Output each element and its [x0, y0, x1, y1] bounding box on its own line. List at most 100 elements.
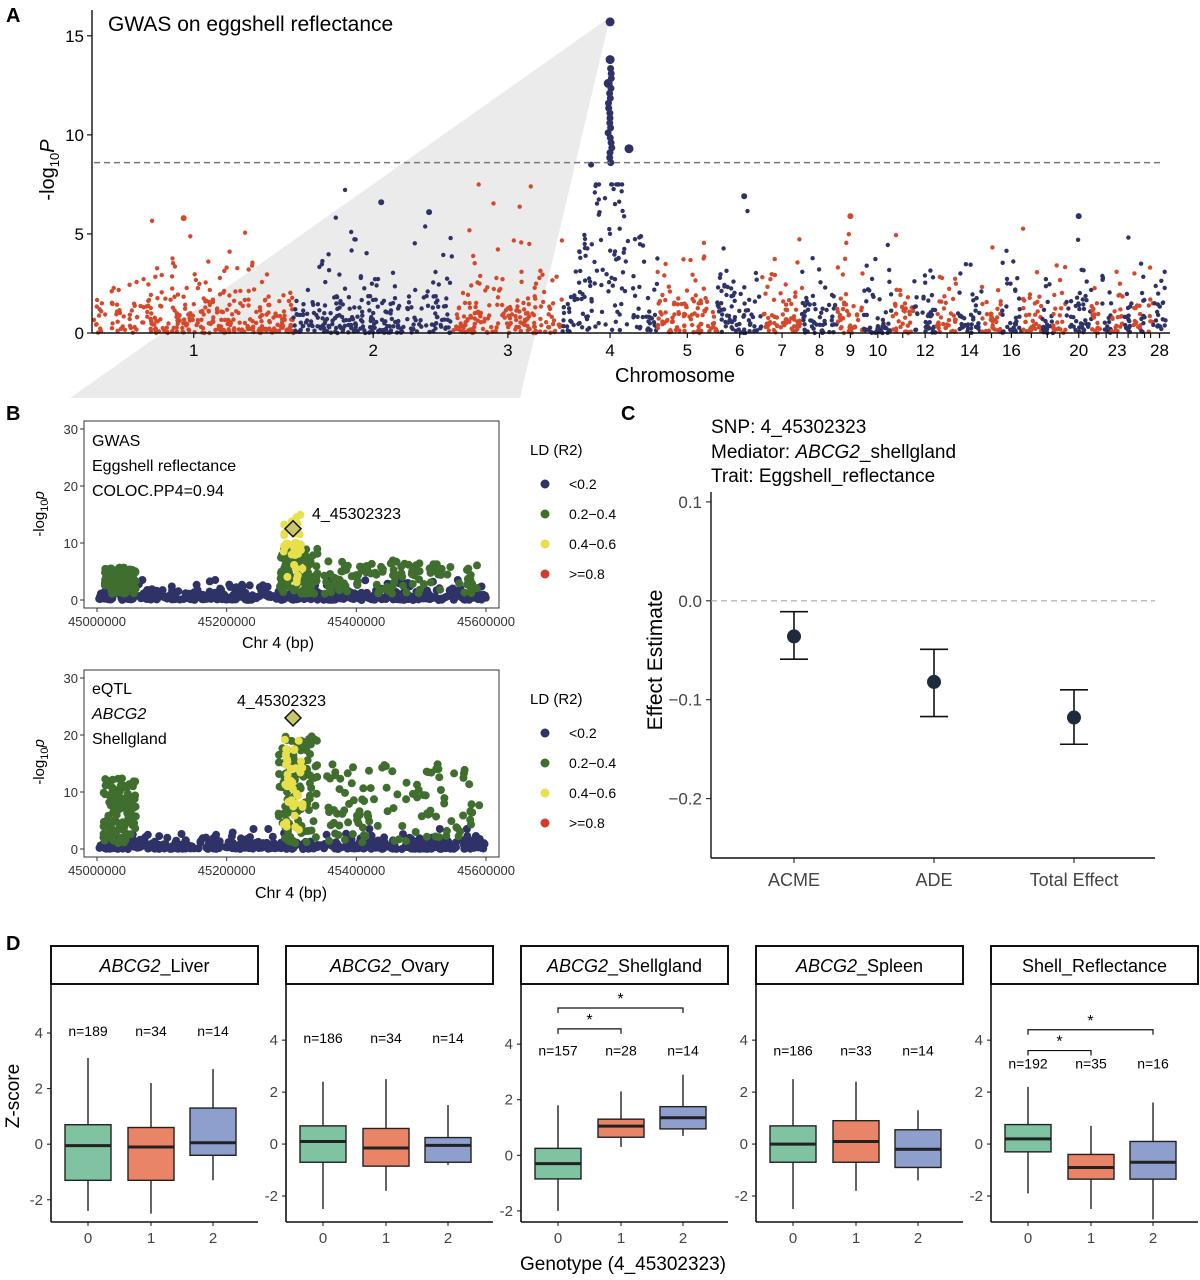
ld-lt02-point [413, 837, 422, 846]
snp-point [743, 308, 749, 313]
snp-point [610, 283, 615, 288]
ld-lt02-point [234, 592, 243, 601]
facet-title: ABCG2_Spleen [795, 956, 923, 977]
facet-title: Shell_Reflectance [1022, 956, 1167, 977]
snp-point [1033, 312, 1038, 317]
ld-lt02-point [459, 841, 468, 850]
ld-02-04-point [465, 780, 474, 789]
y-tick-label: 15 [65, 27, 84, 46]
snp-point [514, 307, 520, 313]
snp-point [293, 307, 298, 312]
ld-legend-label: 0.4−0.6 [569, 536, 616, 552]
y-tick-label: 20 [64, 479, 78, 494]
facet-title: ABCG2_Liver [98, 956, 209, 977]
chromosome-c22-points [1100, 273, 1114, 335]
snp-point [1095, 320, 1100, 326]
snp-point [617, 226, 622, 231]
snp-point [547, 325, 552, 330]
ld-02-04-point [389, 804, 398, 813]
snp-point [546, 312, 551, 317]
sample-size-label: n=189 [68, 1023, 108, 1039]
effect-estimate-point [787, 629, 801, 644]
y-tick-label: 10 [65, 126, 84, 145]
snp-point [445, 317, 450, 322]
snp-point [424, 323, 429, 328]
snp-point [662, 273, 667, 278]
snp-point [254, 309, 259, 315]
snp-point [644, 314, 649, 319]
ld-02-04-point [275, 770, 284, 778]
ld-lt02-point [228, 828, 237, 837]
snp-point [681, 257, 686, 262]
ld-legend-label: 0.2−0.4 [569, 755, 616, 771]
snp-point [533, 328, 538, 333]
snp-point [891, 327, 896, 332]
panel-letter-a: A [6, 5, 20, 27]
snp-point [262, 298, 268, 303]
ld-02-04-point [127, 582, 135, 591]
snp-point [478, 314, 483, 319]
ld-02-04-point [302, 838, 311, 847]
snp-point [1153, 283, 1158, 289]
snp-point [1132, 271, 1137, 276]
snp-point [802, 309, 808, 314]
ld-lt02-point [172, 836, 181, 845]
snp-point [792, 317, 797, 322]
snp-point [231, 327, 237, 333]
snp-point [596, 197, 601, 202]
snp-point [1027, 292, 1033, 297]
ld-02-04-point [364, 812, 373, 821]
snp-point [781, 321, 786, 326]
snp-point [418, 318, 423, 323]
snp-point [406, 300, 412, 305]
x-tick-label: 0 [789, 1230, 797, 1247]
peak-snp-point [606, 114, 614, 122]
ld-legend-label: <0.2 [569, 725, 597, 741]
top-snp-point [741, 193, 748, 200]
y-tick-label: 4 [740, 1032, 748, 1049]
snp-point [621, 250, 626, 255]
snp-point [1045, 299, 1050, 305]
snp-point [992, 327, 998, 332]
facet-title-rest: _Spleen [856, 956, 923, 977]
snp-point [366, 294, 371, 299]
ld-02-04-point [108, 788, 117, 797]
snp-point [474, 300, 479, 306]
snp-point [729, 304, 734, 309]
x-tick-label: 45000000 [68, 863, 126, 878]
ld-02-04-point [101, 564, 110, 573]
snp-point [641, 259, 647, 264]
snp-point [652, 287, 657, 292]
snp-point [671, 302, 677, 307]
snp-point [1060, 319, 1065, 324]
snp-point [688, 317, 694, 322]
snp-point [421, 295, 426, 300]
ld-02-04-point [338, 809, 347, 818]
y-tick-label: 10 [64, 536, 78, 551]
snp-point [127, 312, 133, 317]
snp-point [589, 296, 594, 302]
snp-point [191, 302, 196, 307]
snp-point [957, 290, 962, 295]
ld-02-04-point [362, 562, 371, 570]
snp-point [1127, 323, 1133, 329]
snp-point [820, 306, 825, 311]
ld-02-04-point [275, 750, 283, 759]
snp-point [444, 296, 449, 301]
snp-point [1017, 307, 1022, 312]
ld-02-04-point [464, 564, 473, 573]
ld-02-04-point [370, 795, 378, 804]
y-tick-label: -2 [265, 1188, 278, 1205]
snp-point [1127, 318, 1132, 324]
snp-point [1141, 298, 1146, 303]
ld-02-04-point [367, 569, 375, 578]
snp-point [935, 311, 940, 317]
ld-legend-swatch [540, 479, 550, 489]
x-tick-label: 1 [852, 1230, 860, 1247]
snp-point [301, 323, 306, 329]
snp-point [968, 262, 973, 267]
snp-point [1141, 321, 1146, 326]
ld-lt02-point [245, 581, 254, 590]
